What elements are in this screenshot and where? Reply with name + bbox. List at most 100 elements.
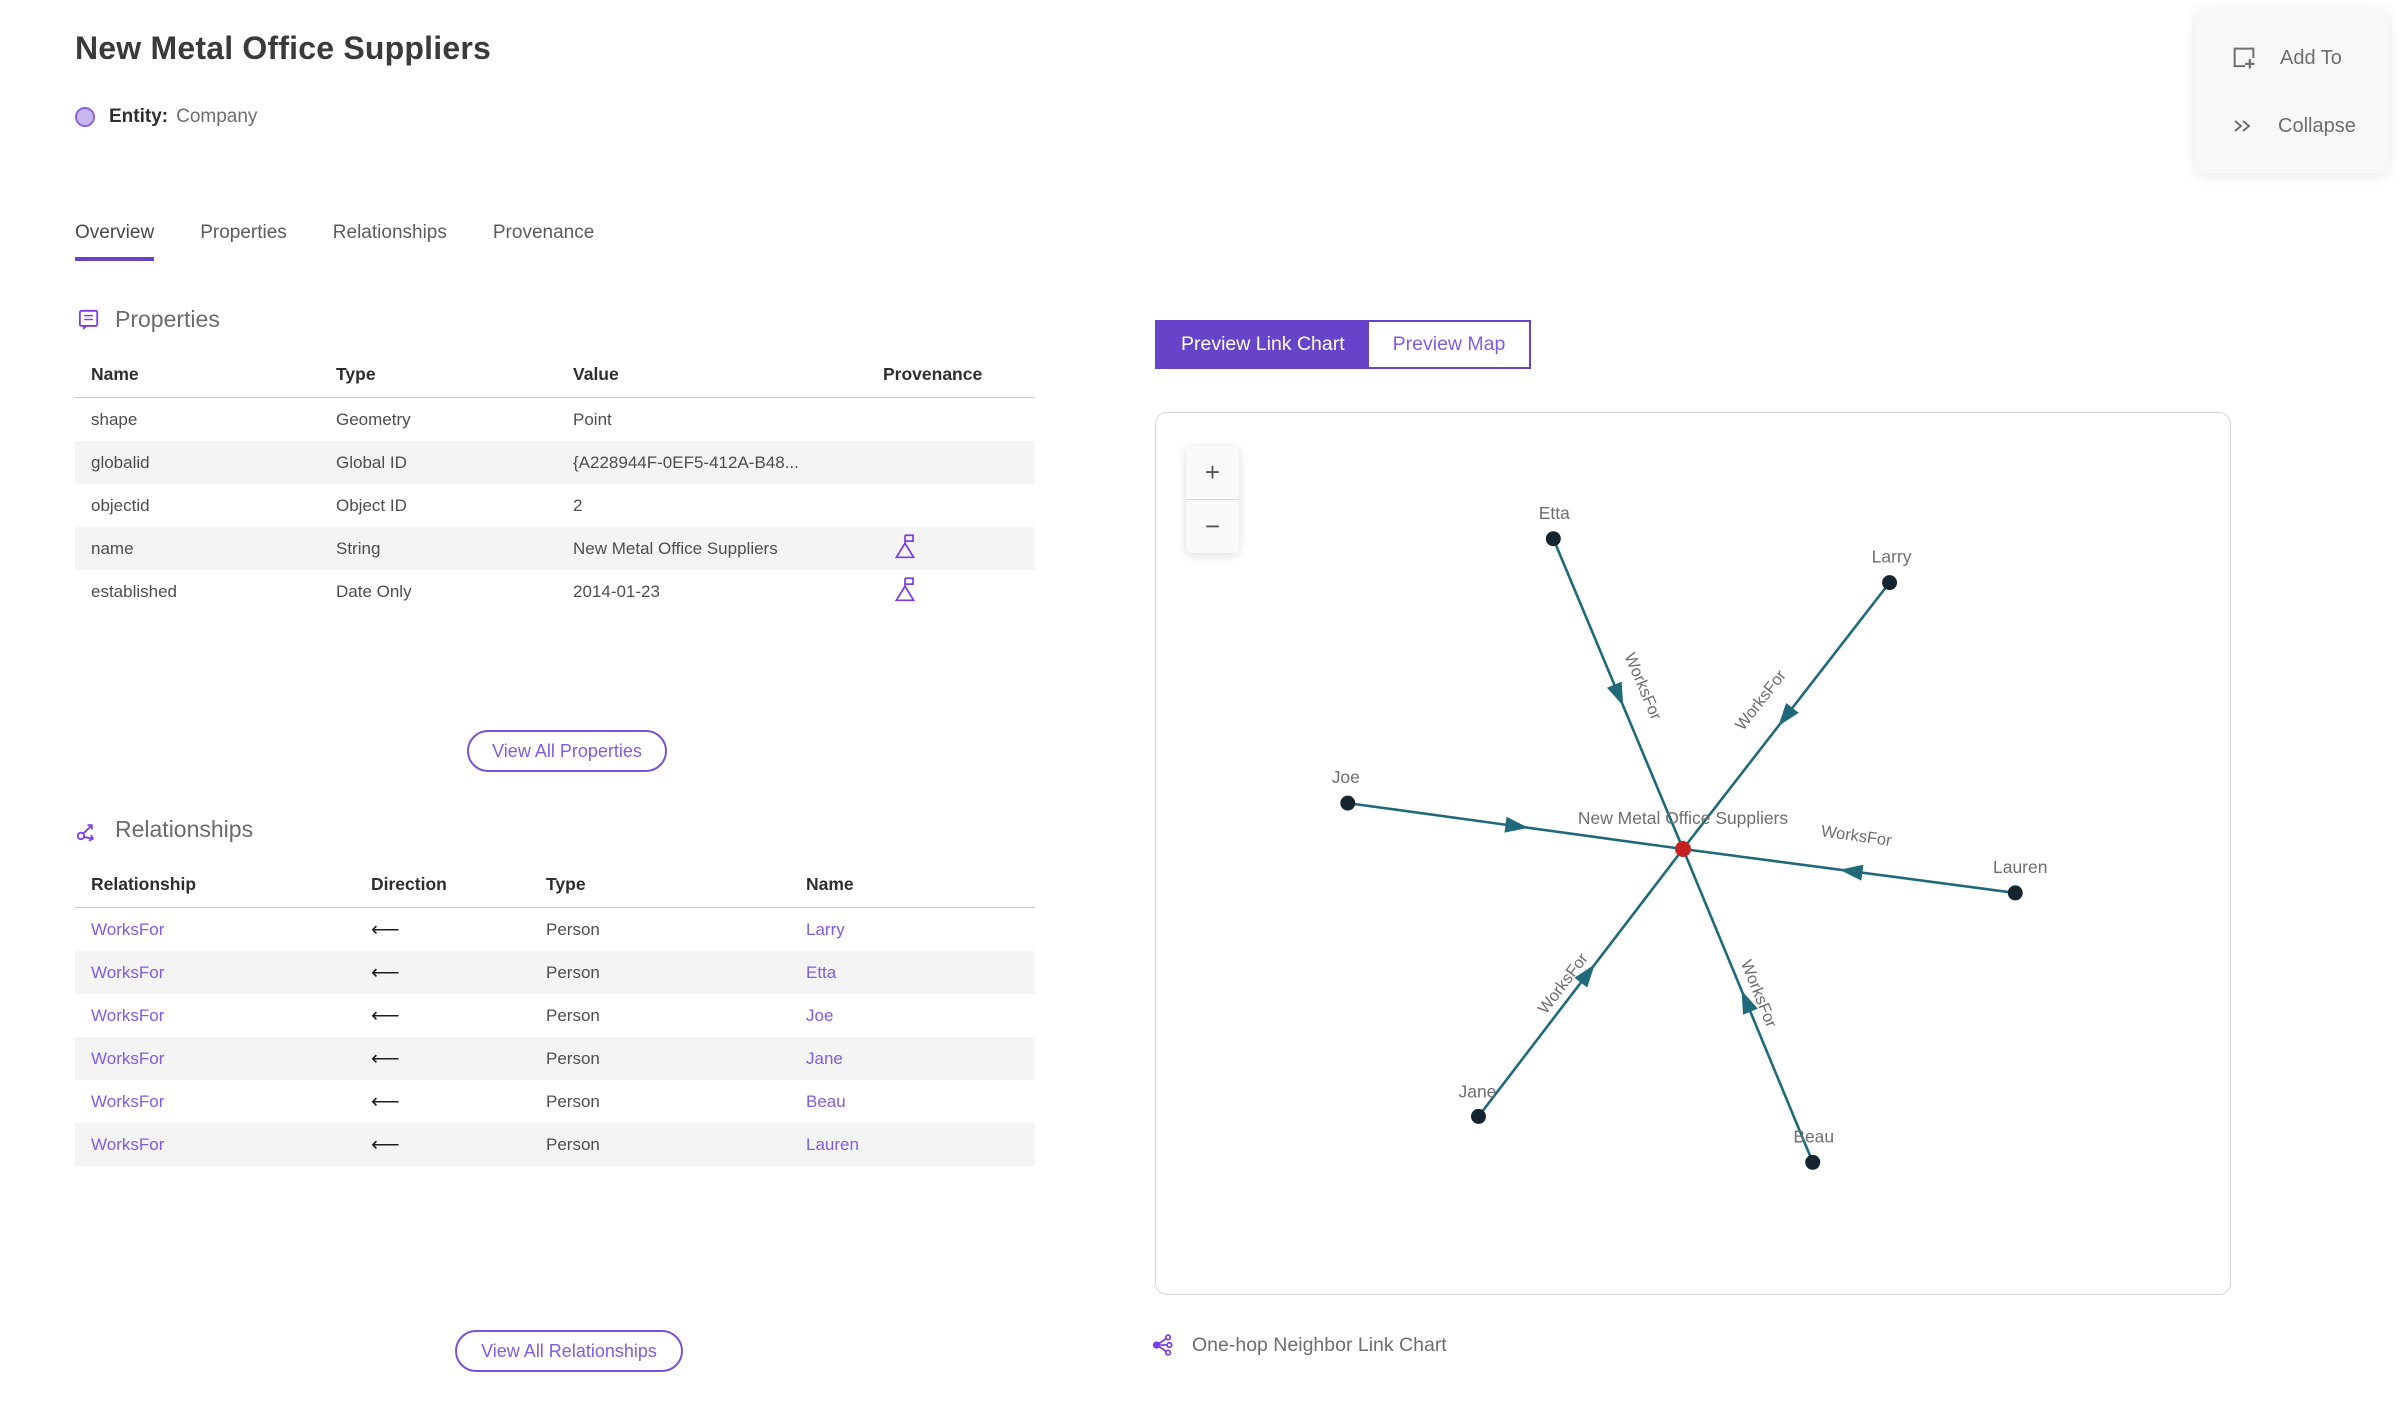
direction-arrow: ⟵ [371,1005,400,1027]
col-relationship: Relationship [91,874,197,894]
chevrons-right-icon [2234,120,2251,132]
entity-link[interactable]: Lauren [806,1134,859,1154]
entity-link[interactable]: Larry [806,919,845,939]
relationships-section-title: Relationships [115,816,254,842]
col-type: Type [546,874,586,894]
graph-node-label: Etta [1539,503,1570,523]
relationships-table-header: Relationship Direction Type Name [75,862,1035,908]
view-all-relationships-button[interactable]: View All Relationships [455,1330,683,1372]
direction-arrow: ⟵ [371,1048,400,1070]
entity-link[interactable]: Jane [806,1048,843,1068]
graph-node-label: Joe [1332,767,1360,787]
graph-edge-label: WorksFor [1820,822,1893,850]
direction-arrow: ⟵ [371,962,400,984]
graph-edge[interactable] [1477,848,1685,1118]
zoom-in-button[interactable]: + [1186,446,1239,499]
view-all-properties-button[interactable]: View All Properties [467,730,667,772]
table-row: WorksFor ⟵ Person Jane [75,1037,1035,1080]
graph-node[interactable] [2007,885,2023,901]
col-name: Name [91,364,139,384]
provenance-flag-icon[interactable] [893,575,917,603]
table-row: established Date Only 2014-01-23 [75,570,1035,613]
link-chart-card: + − WorksFor WorksFor WorksFor WorksFor Work… [1155,412,2231,1295]
entity-link[interactable]: Beau [806,1091,846,1111]
tab-properties[interactable]: Properties [200,222,287,243]
relationship-link[interactable]: WorksFor [91,1048,165,1068]
tab-overview[interactable]: Overview [75,222,155,261]
direction-arrow: ⟵ [371,1134,400,1156]
entity-link[interactable]: Etta [806,962,837,982]
entity-type-icon [75,107,95,127]
zoom-divider [1186,499,1239,500]
graph-node[interactable] [1805,1154,1821,1170]
relationship-link[interactable]: WorksFor [91,1091,165,1111]
direction-arrow: ⟵ [371,919,400,941]
properties-section-title: Properties [115,306,220,332]
tab-bar: Overview Properties Relationships Proven… [75,222,594,261]
add-to-icon [2233,47,2255,69]
relationships-section-header: Relationships [75,816,253,843]
graph-edge-arrow-icon [1606,681,1624,706]
table-row: name String New Metal Office Suppliers [75,527,1035,570]
preview-link-chart-button[interactable]: Preview Link Chart [1157,322,1369,367]
relationship-link[interactable]: WorksFor [91,919,165,939]
graph-edge-arrow-icon [1741,990,1758,1015]
graph-node[interactable] [1471,1108,1486,1124]
table-row: WorksFor ⟵ Person Beau [75,1080,1035,1123]
properties-section-header: Properties [75,306,220,333]
relationship-link[interactable]: WorksFor [91,1134,165,1154]
preview-map-button[interactable]: Preview Map [1368,322,1530,367]
entity-link[interactable]: Joe [806,1005,834,1025]
table-row: WorksFor ⟵ Person Lauren [75,1123,1035,1166]
col-direction: Direction [371,874,447,894]
graph-edge-arrow-icon [1839,864,1864,881]
add-to-label: Add To [2280,46,2342,69]
chart-caption-label: One-hop Neighbor Link Chart [1192,1333,1447,1356]
graph-node[interactable] [1340,795,1356,811]
collapse-button[interactable]: Collapse [2196,102,2388,150]
graph-node-label: Larry [1872,547,1912,567]
table-row: WorksFor ⟵ Person Larry [75,908,1035,951]
relationships-table: Relationship Direction Type Name WorksFo… [75,862,1035,1166]
link-chart-type-icon [1152,1334,1173,1356]
graph-node-label: Beau [1793,1126,1834,1146]
chart-caption: One-hop Neighbor Link Chart [1148,1332,1447,1358]
graph-center-node[interactable] [1675,841,1692,857]
entity-label: Entity: [109,106,169,127]
tab-provenance[interactable]: Provenance [492,222,595,243]
actions-card: Add To Collapse [2196,10,2388,173]
col-name: Name [806,874,854,894]
add-to-button[interactable]: Add To [2196,32,2388,84]
page-title: New Metal Office Suppliers [75,30,491,66]
table-row: shape Geometry Point [91,409,612,429]
graph-edge-arrow-icon [1778,703,1799,727]
entity-type-row: Entity: Company [75,106,257,128]
zoom-out-button[interactable]: − [1186,500,1239,553]
collapse-label: Collapse [2278,114,2356,137]
graph-node-label: Lauren [1993,857,2047,877]
graph-center-node-label: New Metal Office Suppliers [1578,808,1788,828]
provenance-flag-icon[interactable] [893,532,917,560]
graph-edge-label: WorksFor [1621,650,1666,723]
relationships-icon [76,823,95,842]
properties-table: Name Type Value Provenance shape Geometr… [75,352,1035,613]
graph-node-label: Jane [1459,1081,1497,1101]
table-row: globalid Global ID {A228944F-0EF5-412A-B… [75,441,1035,484]
table-row: WorksFor ⟵ Person Joe [75,994,1035,1037]
tab-relationships[interactable]: Relationships [332,222,447,243]
graph-edge-arrow-icon [1574,964,1595,988]
entity-value: Company [176,106,258,127]
zoom-controls: + − [1186,446,1239,553]
properties-table-header: Name Type Value Provenance [75,352,1035,398]
graph-node[interactable] [1882,575,1898,591]
col-value: Value [573,364,619,384]
preview-toggle: Preview Link Chart Preview Map [1155,320,1532,369]
properties-icon [78,309,99,330]
graph-edge-arrow-icon [1504,816,1529,833]
direction-arrow: ⟵ [371,1091,400,1113]
relationship-link[interactable]: WorksFor [91,1005,165,1025]
relationship-link[interactable]: WorksFor [91,962,165,982]
graph-node[interactable] [1545,531,1561,547]
